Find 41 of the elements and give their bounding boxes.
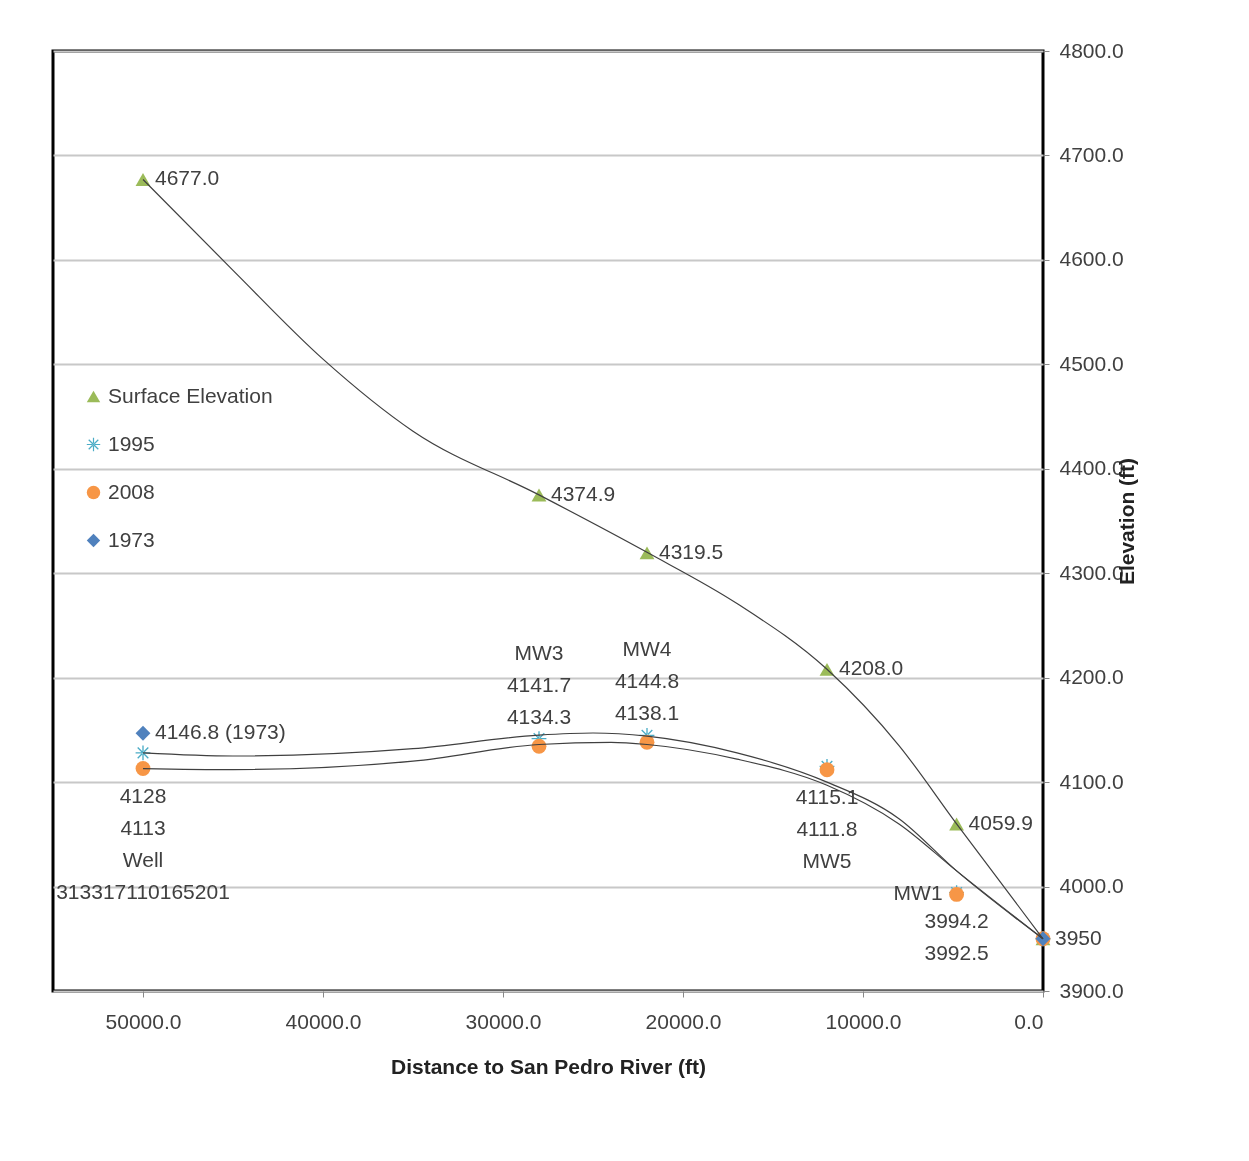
data-label: 3992.5: [924, 941, 989, 965]
data-label: 4208.0: [839, 656, 904, 680]
x-tick-label: 40000.0: [285, 1009, 362, 1033]
data-label: 4134.3: [506, 705, 572, 729]
y-tick-label: 4000.0: [1059, 874, 1124, 898]
legend-label: 1995: [108, 431, 155, 455]
y-tick-label: 4100.0: [1059, 769, 1124, 793]
legend-label: 1973: [108, 527, 155, 551]
annotation: MW3: [514, 641, 564, 665]
y-tick-label: 4800.0: [1059, 38, 1124, 62]
y-tick-label: 4200.0: [1059, 665, 1124, 689]
data-label: 4677.0: [155, 166, 220, 190]
data-label: 4115.1: [795, 784, 859, 808]
annotation: MW4: [622, 637, 672, 661]
legend-label: Surface Elevation: [108, 383, 273, 407]
annotation: MW1: [893, 881, 943, 905]
y-tick-label: 4700.0: [1059, 142, 1124, 166]
annotation: MW5: [802, 848, 852, 872]
data-label: 4059.9: [968, 810, 1033, 834]
data-label: 4138.1: [614, 701, 680, 725]
x-tick-label: 10000.0: [825, 1009, 902, 1033]
x-tick-label: 50000.0: [105, 1009, 182, 1033]
data-label: 4128: [119, 783, 167, 807]
x-tick-label: 20000.0: [645, 1009, 722, 1033]
data-label: 4144.8: [614, 669, 680, 693]
data-label: 3994.2: [924, 909, 989, 933]
x-tick-label: 0.0: [1014, 1009, 1044, 1033]
data-label: 4146.8 (1973): [155, 720, 286, 744]
data-label: 3950: [1055, 925, 1102, 949]
x-axis-title: Distance to San Pedro River (ft): [390, 1054, 707, 1078]
legend-label: 2008: [108, 479, 155, 503]
data-label: 4319.5: [659, 539, 724, 563]
data-label: 4374.9: [551, 481, 616, 505]
y-tick-label: 4500.0: [1059, 351, 1124, 375]
y-tick-label: 3900.0: [1059, 978, 1124, 1002]
y-tick-label: 4600.0: [1059, 247, 1124, 271]
x-tick-label: 30000.0: [465, 1009, 542, 1033]
data-label: 4141.7: [506, 673, 572, 697]
annotation: Well 313317110165201: [56, 847, 230, 903]
data-label: 4113: [120, 815, 166, 839]
data-label: 4111.8: [796, 816, 858, 840]
